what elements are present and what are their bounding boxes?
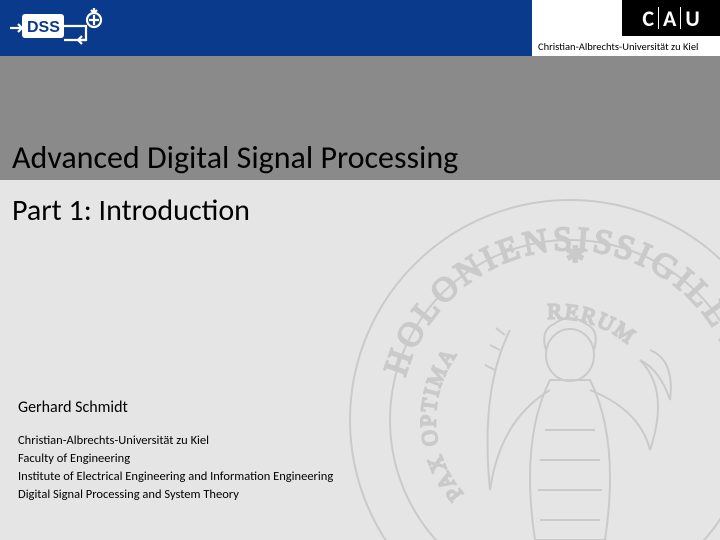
- university-seal-icon: HOLONIENSIS SIGILLVM ACA PAX OPTIMA RERU…: [340, 190, 720, 540]
- svg-text:DSS: DSS: [27, 19, 60, 36]
- dss-logo-icon: DSS: [8, 6, 118, 50]
- divider-icon: [680, 7, 681, 29]
- seal-text: PAX OPTIMA: [415, 342, 467, 506]
- svg-text:PAX OPTIMA: PAX OPTIMA: [415, 342, 467, 506]
- affiliation-line: Digital Signal Processing and System The…: [18, 486, 333, 504]
- header-bar: DSS C A U Christian-Albrechts-Universitä…: [0, 0, 720, 56]
- slide: DSS C A U Christian-Albrechts-Universitä…: [0, 0, 720, 540]
- course-title: Advanced Digital Signal Processing: [12, 138, 458, 177]
- cau-logo-icon: C A U: [622, 0, 720, 36]
- svg-text:SIGILLVM: SIGILLVM: [610, 227, 720, 389]
- cau-subtitle: Christian-Albrechts-Universität zu Kiel: [538, 40, 698, 53]
- cau-letter: C: [642, 5, 654, 32]
- seal-text: SIGILLVM: [610, 227, 720, 389]
- affiliation-line: Faculty of Engineering: [18, 450, 333, 468]
- svg-text:✱: ✱: [566, 241, 584, 268]
- cau-logo-block: C A U Christian-Albrechts-Universität zu…: [532, 0, 720, 56]
- affiliation-line: Christian-Albrechts-Universität zu Kiel: [18, 432, 333, 450]
- part-subtitle: Part 1: Introduction: [12, 192, 250, 229]
- affiliation-line: Institute of Electrical Engineering and …: [18, 468, 333, 486]
- divider-icon: [658, 7, 659, 29]
- cau-letter: U: [685, 5, 699, 32]
- seal-text: RERUM: [547, 299, 641, 350]
- affiliation-block: Christian-Albrechts-Universität zu Kiel …: [18, 432, 333, 505]
- author-name: Gerhard Schmidt: [18, 398, 128, 417]
- svg-text:RERUM: RERUM: [547, 299, 641, 350]
- cau-letter: A: [663, 5, 676, 32]
